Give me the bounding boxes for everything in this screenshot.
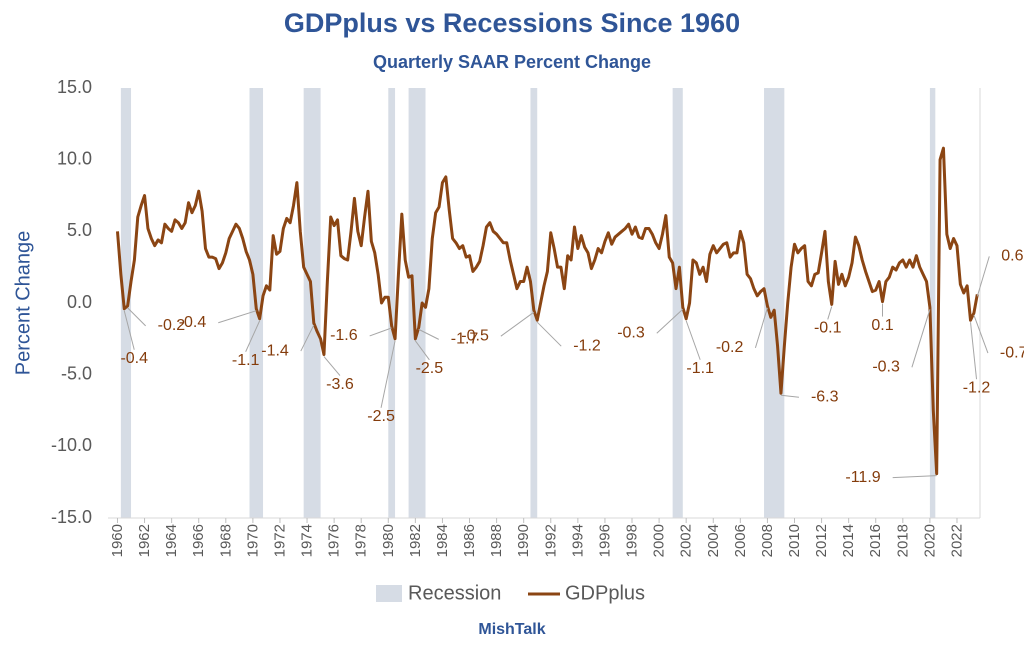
x-tick-label: 2002: [678, 524, 695, 557]
x-tick-label: 2004: [705, 524, 722, 557]
x-tick-label: 1968: [217, 524, 234, 557]
leader-line: [418, 328, 439, 340]
data-label: -0.1: [814, 320, 842, 337]
x-tick-label: 1998: [624, 524, 641, 557]
recession-band: [388, 88, 396, 518]
data-label: -6.3: [811, 389, 839, 406]
data-label: -1.6: [330, 327, 358, 344]
leader-line: [369, 327, 392, 337]
y-tick-label: 10.0: [57, 148, 92, 168]
data-label: -1.2: [963, 379, 991, 396]
leader-line: [414, 340, 430, 361]
x-tick-label: 1984: [434, 524, 451, 557]
x-tick-label: 2006: [732, 524, 749, 557]
leader-line: [656, 308, 684, 334]
x-tick-label: 1976: [326, 524, 343, 557]
x-tick-label: 1980: [380, 524, 397, 557]
data-label: -0.5: [461, 327, 489, 344]
leader-line: [500, 311, 535, 337]
data-label: -0.2: [716, 339, 744, 356]
source: MishTalk: [478, 621, 545, 638]
x-tick-label: 1992: [542, 524, 559, 557]
y-tick-label: 5.0: [67, 220, 92, 240]
data-label: -11.9: [845, 469, 880, 486]
data-label: 0.6: [1001, 248, 1023, 265]
legend-label: Recession: [408, 582, 501, 604]
leader-line: [123, 310, 135, 350]
x-tick-label: 2000: [651, 524, 668, 557]
leader-line: [976, 256, 990, 297]
x-tick-label: 1972: [271, 524, 288, 557]
x-tick-label: 1996: [596, 524, 613, 557]
legend-swatch: [376, 585, 402, 602]
x-tick-label: 2020: [921, 524, 938, 557]
leader-line: [536, 321, 562, 347]
leader-line: [218, 310, 257, 324]
leader-line: [911, 309, 931, 368]
leader-line: [892, 475, 937, 479]
data-label: -2.5: [367, 408, 395, 425]
data-label: -0.2: [158, 317, 186, 334]
leader-line: [973, 314, 989, 354]
leader-line: [827, 306, 833, 320]
chart-title: GDPplus vs Recessions Since 1960: [284, 8, 740, 38]
y-tick-label: 0.0: [67, 292, 92, 312]
x-tick-label: 2008: [759, 524, 776, 557]
data-label: -0.3: [617, 325, 645, 342]
y-tick-label: -5.0: [61, 363, 92, 383]
chart-subtitle: Quarterly SAAR Percent Change: [373, 52, 651, 72]
data-label: -3.6: [326, 376, 354, 393]
x-tick-label: 1966: [190, 524, 207, 557]
data-label: -0.7: [1000, 344, 1024, 361]
x-tick-label: 1964: [163, 524, 180, 557]
data-label: -1.1: [232, 352, 260, 369]
leader-line: [380, 340, 396, 408]
y-tick-label: 15.0: [57, 77, 92, 97]
x-tick-label: 1986: [461, 524, 478, 557]
leader-line: [754, 307, 768, 349]
x-tick-label: 1990: [515, 524, 532, 557]
x-tick-label: 1988: [488, 524, 505, 557]
recession-band: [120, 88, 132, 518]
x-tick-label: 1960: [109, 524, 126, 557]
data-label: -0.4: [120, 350, 148, 367]
y-tick-label: -15.0: [51, 507, 92, 527]
x-tick-label: 2012: [813, 524, 830, 557]
x-tick-label: 1994: [569, 524, 586, 557]
x-tick-label: 1970: [244, 524, 261, 557]
gdp-line: [115, 146, 979, 476]
x-tick-label: 2022: [948, 524, 965, 557]
x-tick-label: 2016: [867, 524, 884, 557]
recession-band: [408, 88, 426, 518]
x-tick-label: 1962: [136, 524, 153, 557]
y-tick-label: -10.0: [51, 435, 92, 455]
leader-line: [323, 356, 341, 376]
data-label: -2.5: [416, 360, 444, 377]
recession-band: [672, 88, 683, 518]
leader-line: [685, 320, 701, 360]
x-tick-label: 1978: [353, 524, 370, 557]
x-tick-label: 2014: [840, 524, 857, 557]
data-label: -0.3: [872, 359, 900, 376]
x-tick-label: 2018: [894, 524, 911, 557]
recession-band: [764, 88, 785, 518]
recession-band: [929, 88, 936, 518]
data-label: -1.1: [686, 360, 714, 377]
leader-line: [300, 324, 315, 352]
x-tick-label: 1974: [299, 524, 316, 557]
leader-line: [970, 322, 978, 380]
data-label: -1.7: [451, 331, 479, 348]
data-label: 0.1: [871, 317, 893, 334]
data-label: -1.4: [261, 342, 289, 359]
y-axis-label: Percent Change: [12, 231, 34, 376]
x-tick-label: 1982: [407, 524, 424, 557]
x-tick-label: 2010: [786, 524, 803, 557]
legend-label: GDPplus: [565, 582, 645, 604]
leader-line: [245, 320, 261, 352]
data-label: -0.4: [179, 314, 207, 331]
leader-line: [127, 307, 146, 327]
leader-line: [780, 394, 800, 398]
data-label: -1.2: [573, 337, 601, 354]
